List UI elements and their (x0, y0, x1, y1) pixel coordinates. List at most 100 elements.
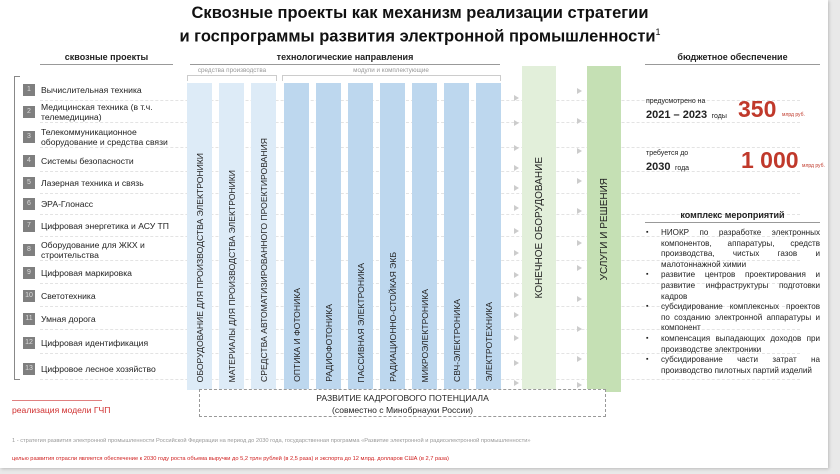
project-item: 11 Умная дорога (23, 309, 183, 329)
project-label: Лазерная техника и связь (41, 178, 144, 188)
project-item: 13 Цифровое лесное хозяйство (23, 359, 183, 379)
project-number: 3 (23, 131, 35, 143)
project-item: 1 Вычислительная техника (23, 80, 183, 100)
project-number: 11 (23, 313, 35, 325)
measure-item: НИОКР по разработке электронных компонен… (646, 228, 820, 270)
arrow-right-icon (514, 312, 519, 318)
arrow-right-icon (514, 250, 519, 256)
project-item: 2 Медицинская техника (в т.ч. телемедицин… (23, 102, 183, 122)
measure-item: субсидирование части затрат на производс… (646, 355, 820, 376)
project-number: 12 (23, 337, 35, 349)
required-year: 2030 (646, 161, 671, 173)
tech-column: РАДИАЦИОННО-СТОЙКАЯ ЭКБ (380, 83, 405, 390)
planned-years: 2021 – 2023 (646, 109, 708, 121)
arrow-right-icon (514, 185, 519, 191)
measures-header: комплекс мероприятий (645, 210, 820, 223)
tech-column: МАТЕРИАЛЫ ДЛЯ ПРОИЗВОДСТВА ЭЛЕКТРОНИКИ (219, 83, 244, 390)
end-equipment-label: КОНЕЧНОЕ ОБОРУДОВАНИЕ (533, 157, 545, 299)
arrow-right-icon (514, 145, 519, 151)
tech-column: МИКРОЭЛЕКТРОНИКА (412, 83, 437, 390)
slide: Сквозные проекты как механизм реализации… (0, 0, 828, 468)
project-item: 7 Цифровая энергетика и АСУ ТП (23, 216, 183, 236)
tech-column-label: РАДИАЦИОННО-СТОЙКАЯ ЭКБ (387, 252, 398, 382)
footnote-mark: 1 (655, 27, 661, 37)
arrow-right-icon (514, 335, 519, 341)
planned-years-suffix: годы (711, 113, 727, 120)
tech-header: технологические направления (190, 52, 500, 65)
title-line-1: Сквозные проекты как механизм реализации… (191, 4, 649, 22)
required-value: 1 000 (741, 147, 799, 173)
project-label: Светотехника (41, 291, 96, 301)
project-number: 4 (23, 155, 35, 167)
project-label: Вычислительная техника (41, 85, 142, 95)
tech-column-label: СРЕДСТВА АВТОМАТИЗИРОВАННОГО ПРОЕКТИРОВА… (258, 138, 269, 382)
project-number: 13 (23, 363, 35, 375)
tech-column: ОПТИКА И ФОТОНИКА (284, 83, 309, 390)
kadr-box: РАЗВИТИЕ КАДРОГОВОГО ПОТЕНЦИАЛА (совмест… (199, 389, 606, 417)
budget-header: бюджетное обеспечение (645, 52, 820, 65)
group-modules-bracket (282, 75, 501, 81)
tech-column-label: ПАССИВНАЯ ЭЛЕКТРОНИКА (355, 262, 366, 382)
budget-planned: предусмотрено на 2021 – 2023 годы (646, 98, 727, 123)
tech-column-label: ЭЛЕКТРОТЕХНИКА (483, 302, 494, 382)
arrow-right-icon (514, 360, 519, 366)
budget-required: требуется до 2030 года (646, 150, 689, 175)
tech-column: РАДИОФОТОНИКА (316, 83, 341, 390)
project-number: 2 (23, 106, 35, 118)
arrow-right-icon (577, 178, 582, 184)
arrow-right-icon (514, 120, 519, 126)
tech-column: СРЕДСТВА АВТОМАТИЗИРОВАННОГО ПРОЕКТИРОВА… (251, 83, 276, 390)
project-number: 10 (23, 290, 35, 302)
measure-item: компенсация выпадающих доходов при произ… (646, 334, 820, 355)
services-label: УСЛУГИ И РЕШЕНИЯ (598, 177, 610, 281)
planned-value: 350 (738, 96, 777, 122)
tech-column: ЭЛЕКТРОТЕХНИКА (476, 83, 501, 390)
tech-column: ПАССИВНАЯ ЭЛЕКТРОНИКА (348, 83, 373, 390)
project-item: 12 Цифровая идентификация (23, 333, 183, 353)
project-label: Цифровая идентификация (41, 338, 149, 348)
tech-column-label: СВЧ-ЭЛЕКТРОНИКА (451, 298, 462, 382)
tech-column-label: МИКРОЭЛЕКТРОНИКА (419, 288, 430, 382)
footnote-1: 1 - стратегия развития электронной промы… (12, 438, 531, 444)
services-column: УСЛУГИ И РЕШЕНИЯ (587, 66, 621, 392)
arrow-right-icon (577, 208, 582, 214)
planned-unit: млрд руб. (782, 112, 805, 118)
ppp-divider (12, 400, 102, 401)
project-number: 1 (23, 84, 35, 96)
arrow-right-icon (514, 228, 519, 234)
arrow-right-icon (514, 205, 519, 211)
project-item: 8 Оборудование для ЖКХ и строительства (23, 240, 183, 260)
tech-column: СВЧ-ЭЛЕКТРОНИКА (444, 83, 469, 390)
arrow-right-icon (514, 272, 519, 278)
ppp-label: реализация модели ГЧП (12, 405, 111, 415)
arrow-right-icon (577, 326, 582, 332)
project-number: 6 (23, 198, 35, 210)
project-item: 5 Лазерная техника и связь (23, 173, 183, 193)
arrow-right-icon (577, 356, 582, 362)
projects-bracket (14, 76, 20, 380)
required-unit: млрд руб. (802, 163, 825, 169)
required-year-suffix: года (674, 165, 690, 172)
projects-header: сквозные проекты (40, 52, 173, 65)
arrow-right-icon (514, 165, 519, 171)
arrow-right-icon (514, 95, 519, 101)
arrow-right-icon (577, 382, 582, 388)
group-modules-label: модули и комплектующие (353, 67, 429, 74)
kadr-subtitle: (совместно с Минобрнауки России) (331, 405, 474, 415)
project-item: 9 Цифровая маркировка (23, 263, 183, 283)
project-number: 8 (23, 244, 35, 256)
slide-title: Сквозные проекты как механизм реализации… (120, 4, 720, 47)
measure-item: субсидирование комплексных проектов по с… (646, 302, 820, 334)
arrow-right-icon (577, 240, 582, 246)
arrow-right-icon (577, 118, 582, 124)
project-number: 7 (23, 220, 35, 232)
group-production-label: средства производства (197, 67, 267, 74)
tech-column-label: ОПТИКА И ФОТОНИКА (291, 288, 302, 382)
tech-column: ОБОРУДОВАНИЕ ДЛЯ ПРОИЗВОДСТВА ЭЛЕКТРОНИК… (187, 83, 212, 390)
arrow-right-icon (514, 292, 519, 298)
measures-list: НИОКР по разработке электронных компонен… (646, 228, 820, 376)
footnote-goal: целью развития отрасли является обеспече… (12, 456, 449, 462)
tech-column-label: МАТЕРИАЛЫ ДЛЯ ПРОИЗВОДСТВА ЭЛЕКТРОНИКИ (226, 169, 237, 382)
planned-label: предусмотрено на (646, 98, 706, 105)
arrow-right-icon (577, 88, 582, 94)
